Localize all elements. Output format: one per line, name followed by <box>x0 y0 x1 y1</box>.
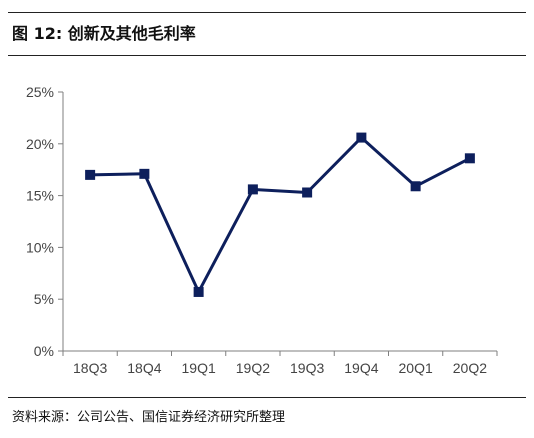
y-tick-label: 15% <box>26 188 54 204</box>
source-note: 资料来源：公司公告、国信证券经济研究所整理 <box>12 410 286 425</box>
x-tick-label: 20Q1 <box>399 360 433 376</box>
title-rule <box>8 55 526 56</box>
data-point <box>356 132 367 143</box>
y-tick-label: 0% <box>34 343 54 359</box>
x-tick-label: 19Q1 <box>182 360 216 376</box>
x-tick-label: 19Q2 <box>236 360 270 376</box>
data-point <box>139 168 150 179</box>
data-point <box>85 169 96 180</box>
y-tick-label: 10% <box>26 239 54 255</box>
x-tick-label: 18Q3 <box>73 360 107 376</box>
y-tick-label: 5% <box>34 291 54 307</box>
x-tick-label: 20Q2 <box>453 360 487 376</box>
x-tick-label: 18Q4 <box>127 360 161 376</box>
data-point <box>247 184 258 195</box>
x-tick-label: 19Q3 <box>290 360 324 376</box>
y-tick-label: 20% <box>26 136 54 152</box>
bottom-rule <box>8 397 526 398</box>
data-point <box>193 286 204 297</box>
data-point <box>464 153 475 164</box>
y-tick-label: 25% <box>26 84 54 100</box>
top-rule <box>8 12 526 13</box>
figure-title: 图 12: 创新及其他毛利率 <box>12 24 196 43</box>
data-point <box>302 187 313 198</box>
series-line <box>90 136 471 294</box>
data-point <box>410 181 421 192</box>
x-tick-label: 19Q4 <box>344 360 378 376</box>
